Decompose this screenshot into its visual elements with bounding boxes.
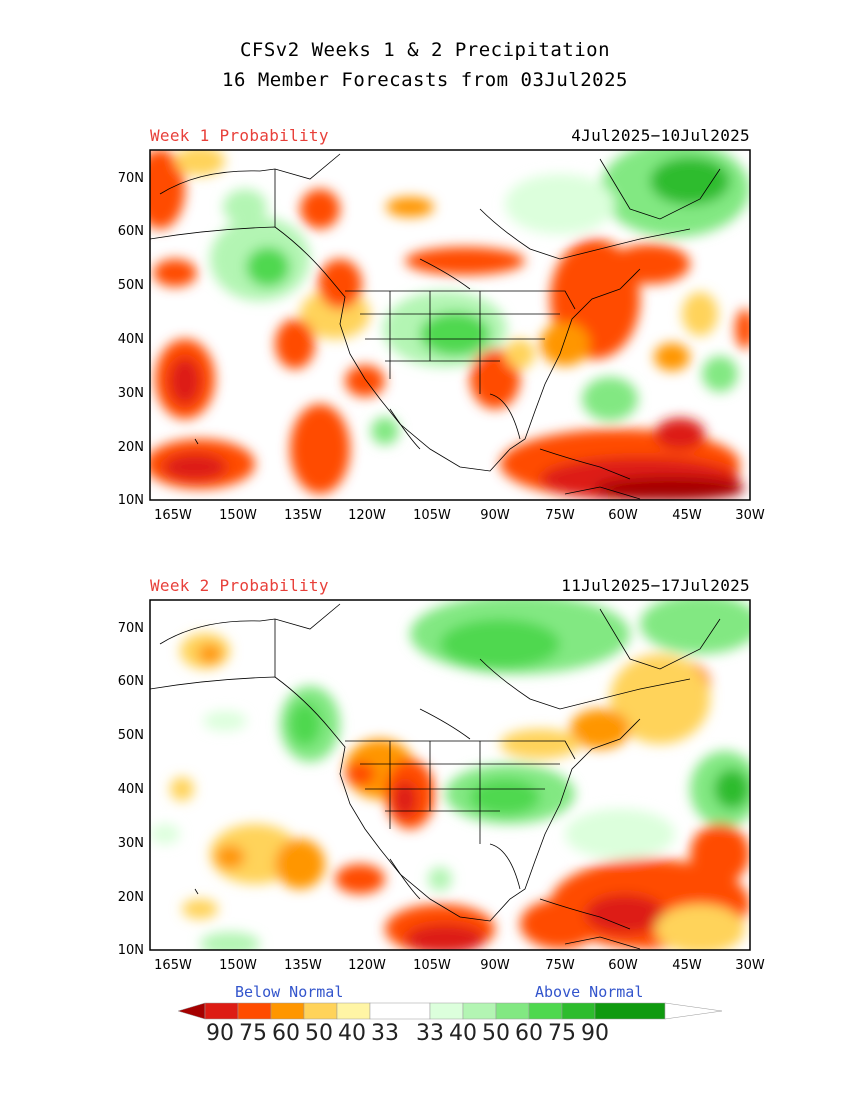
- week1-panel-label: Week 1 Probability: [150, 126, 329, 145]
- week2-lon-label: 75W: [545, 958, 575, 973]
- week1-lat-label: 70N: [117, 171, 144, 186]
- week2-lat-label: 40N: [117, 782, 144, 797]
- chart-title-line-1: CFSv2 Weeks 1 & 2 Precipitation: [239, 39, 611, 61]
- week1-lat-label: 20N: [117, 440, 144, 455]
- week2-lon-label: 45W: [672, 958, 702, 973]
- legend-swatch: [177, 1002, 206, 1020]
- week2-lon-label: 165W: [154, 958, 192, 973]
- legend-value: 90: [581, 1021, 609, 1046]
- week2-lat-label: 70N: [117, 621, 144, 636]
- legend-swatch: [664, 1002, 723, 1020]
- week2-lon-label: 60W: [608, 958, 638, 973]
- legend-swatch: [204, 1002, 239, 1020]
- legend-value: 40: [338, 1021, 366, 1046]
- week1-lon-label: 165W: [154, 508, 192, 523]
- legend-value: 33: [371, 1021, 399, 1046]
- week1-lon-label: 30W: [735, 508, 765, 523]
- legend-value: 50: [482, 1021, 510, 1046]
- week1-lat-label: 10N: [117, 493, 144, 508]
- chart-title-line-2: 16 Member Forecasts from 03Jul2025: [222, 69, 628, 91]
- legend-value: 60: [272, 1021, 300, 1046]
- week2-lat-label: 30N: [117, 836, 144, 851]
- week2-lon-label: 150W: [219, 958, 257, 973]
- week2-panel-label: Week 2 Probability: [150, 576, 329, 595]
- week1-lat-label: 30N: [117, 386, 144, 401]
- week1-date-range: 4Jul2025−10Jul2025: [571, 126, 750, 145]
- week2-lon-label: 105W: [413, 958, 451, 973]
- week2-coastlines: [150, 603, 721, 950]
- legend-value: 75: [548, 1021, 576, 1046]
- week2-probability-map: [149, 599, 751, 951]
- legend-swatch: [270, 1002, 305, 1020]
- legend-swatch: [528, 1002, 563, 1020]
- legend-value: 75: [239, 1021, 267, 1046]
- legend-value: 90: [206, 1021, 234, 1046]
- week2-lon-label: 135W: [284, 958, 322, 973]
- legend-swatch: [594, 1002, 666, 1020]
- week1-lon-label: 75W: [545, 508, 575, 523]
- week1-lon-label: 90W: [480, 508, 510, 523]
- legend-value: 40: [449, 1021, 477, 1046]
- week1-probability-map: [149, 149, 751, 501]
- week2-lon-label: 120W: [348, 958, 386, 973]
- legend-swatch: [495, 1002, 530, 1020]
- week2-lat-label: 20N: [117, 890, 144, 905]
- legend-value: 60: [515, 1021, 543, 1046]
- week1-lon-label: 150W: [219, 508, 257, 523]
- week1-lat-label: 60N: [117, 224, 144, 239]
- week1-lon-label: 135W: [284, 508, 322, 523]
- legend-swatch: [303, 1002, 338, 1020]
- legend-above-normal-label: Above Normal: [535, 983, 644, 1001]
- week1-lon-label: 45W: [672, 508, 702, 523]
- legend-value: 50: [305, 1021, 333, 1046]
- week2-lon-label: 30W: [735, 958, 765, 973]
- week1-lon-label: 105W: [413, 508, 451, 523]
- week2-lon-label: 90W: [480, 958, 510, 973]
- week2-lat-label: 10N: [117, 943, 144, 958]
- legend-swatch: [429, 1002, 464, 1020]
- week2-lat-label: 50N: [117, 728, 144, 743]
- week1-coastlines: [150, 153, 721, 500]
- week2-date-range: 11Jul2025−17Jul2025: [561, 576, 750, 595]
- week2-lat-label: 60N: [117, 674, 144, 689]
- legend-swatch: [561, 1002, 596, 1020]
- week1-lon-label: 60W: [608, 508, 638, 523]
- legend-value: 33: [416, 1021, 444, 1046]
- legend-swatch: [237, 1002, 272, 1020]
- legend-below-normal-label: Below Normal: [235, 983, 344, 1001]
- legend-swatch: [369, 1002, 431, 1020]
- week1-lon-label: 120W: [348, 508, 386, 523]
- legend-color-bar: [177, 1002, 723, 1020]
- legend-swatch: [462, 1002, 497, 1020]
- week1-lat-label: 40N: [117, 332, 144, 347]
- legend-swatch: [336, 1002, 371, 1020]
- week1-lat-label: 50N: [117, 278, 144, 293]
